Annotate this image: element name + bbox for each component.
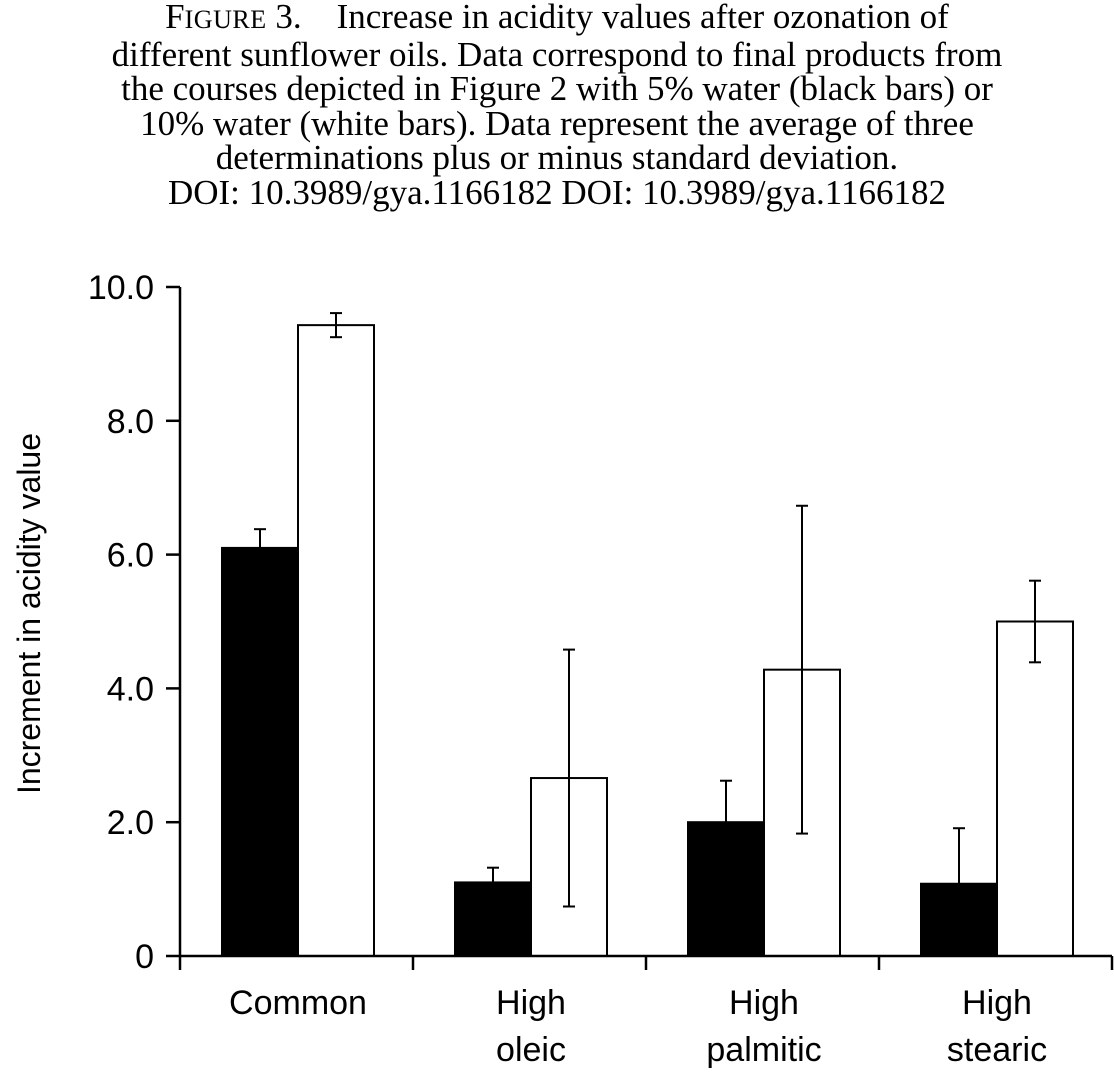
caption-line-4: 10% water (white bars). Data represent t… [140, 103, 974, 143]
y-tick-label: 0 [135, 938, 154, 976]
caption-line-2: different sunflower oils. Data correspon… [111, 34, 1003, 74]
bar-s1-1 [221, 546, 299, 957]
x-tick-label: oleic [496, 1031, 566, 1069]
y-tick-label: 4.0 [107, 670, 154, 708]
error-bar-s2-4 [1029, 579, 1041, 664]
caption-line-3: the courses depicted in Figure 2 with 5%… [121, 69, 993, 108]
caption-line-1: FIGURE 3. Increase in acidity values aft… [0, 0, 1114, 38]
y-tick-label: 10.0 [88, 269, 154, 307]
y-tick-label: 8.0 [107, 403, 154, 441]
error-bar-s2-2 [563, 648, 575, 908]
y-tick-label: 6.0 [107, 537, 154, 575]
bar-s2-1 [297, 324, 375, 957]
figure-number: 3. [275, 0, 302, 36]
bar-s2-4 [996, 620, 1074, 957]
error-bar-s2-1 [330, 312, 342, 339]
caption-line-5: determinations plus or minus standard de… [215, 138, 899, 177]
axes-layer [166, 285, 1114, 970]
figure-label-rest: IGURE [184, 5, 267, 34]
figure-label-initial: F [165, 0, 185, 36]
error-bar-s1-4 [953, 827, 965, 941]
error-bar-s1-1 [254, 528, 266, 568]
y-axis-title: Increment in acidity value [11, 433, 47, 794]
x-tick-label: High [729, 984, 799, 1022]
error-bar-s1-2 [487, 866, 499, 899]
caption-doi-line: DOI: 10.3989/gya.1166182 DOI: 10.3989/gy… [167, 172, 947, 212]
figure-caption: FIGURE 3. Increase in acidity values aft… [0, 0, 1114, 210]
x-tick-label: High [496, 984, 566, 1022]
error-bar-s2-3 [796, 504, 808, 835]
x-tick-label: Common [229, 984, 367, 1022]
x-tick-label: stearic [947, 1031, 1047, 1069]
error-bars-layer [254, 312, 1041, 941]
bars-layer [221, 324, 1074, 958]
error-bar-s1-3 [720, 779, 732, 865]
x-tick-label: High [962, 984, 1032, 1022]
x-tick-label: palmitic [706, 1031, 821, 1069]
labels-layer: 0 2.0 4.0 6.0 8.0 10.0 Common High oleic High palm… [11, 269, 1047, 1069]
y-tick-label: 2.0 [107, 804, 154, 842]
caption-text-1: Increase in acidity values after ozonati… [336, 0, 949, 36]
